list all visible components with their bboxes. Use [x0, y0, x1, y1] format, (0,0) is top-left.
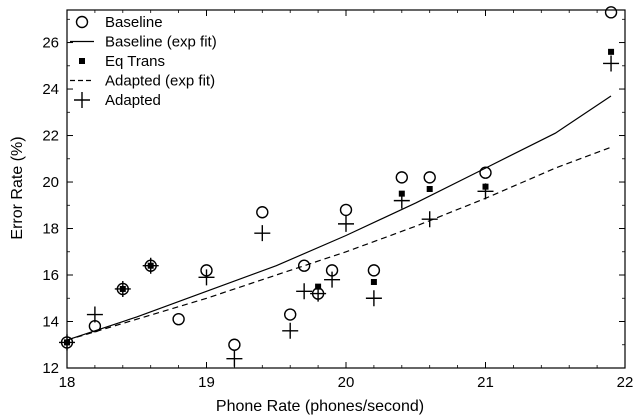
legend-eq-trans-label: Eq Trans	[105, 53, 165, 70]
baseline-point	[325, 264, 339, 277]
baseline-point	[395, 171, 408, 184]
y-axis-label: Error Rate (%)	[9, 136, 26, 239]
y-tick-label: 18	[42, 221, 59, 238]
adapted-point	[86, 306, 103, 323]
y-tick-label: 12	[42, 360, 59, 377]
fit-lines	[66, 95, 612, 341]
y-tick-label: 20	[42, 174, 59, 191]
y-tick-label: 14	[42, 314, 59, 331]
baseline-point	[228, 338, 241, 351]
legend-adapted-symbol	[74, 92, 90, 108]
baseline-point	[116, 282, 130, 296]
adapted-point	[254, 225, 271, 242]
adapted-point	[365, 290, 382, 307]
adapted-point	[338, 215, 354, 232]
baseline-point	[200, 264, 213, 277]
legend-baseline-label: Baseline	[105, 14, 163, 31]
y-tick-label: 26	[42, 35, 59, 52]
eq-trans-point	[370, 278, 377, 285]
x-axis-label: Phone Rate (phones/second)	[216, 398, 424, 415]
axes: 18 19 20 21 22 12 14 16 18 20 22 24 26	[42, 9, 634, 391]
y-tick-label: 22	[42, 128, 59, 145]
legend-baseline-exp-fit-label: Baseline (exp fit)	[105, 34, 217, 51]
baseline-point	[604, 6, 618, 19]
baseline-point	[172, 312, 185, 326]
adapted-point	[198, 269, 215, 286]
adapted-point	[603, 55, 620, 72]
adapted-point	[324, 271, 341, 288]
legend-adapted-label: Adapted	[105, 92, 161, 109]
eq-trans-point	[426, 186, 433, 192]
x-tick-label: 20	[338, 374, 355, 391]
baseline-point	[423, 171, 436, 184]
baseline-point	[339, 203, 353, 217]
adapted-point	[477, 183, 494, 200]
adapted-point	[296, 283, 313, 300]
baseline-point	[479, 166, 492, 179]
baseline-point	[311, 287, 325, 300]
baseline-point	[367, 264, 381, 277]
baseline-point	[297, 259, 311, 272]
adapted-exp-fit-line	[66, 146, 612, 341]
legend-eq-trans-symbol	[79, 58, 85, 64]
baseline-point	[88, 319, 102, 333]
adapted-point	[421, 211, 438, 228]
baseline-point	[256, 206, 269, 219]
adapted-point	[393, 192, 410, 209]
baseline-exp-fit-line	[66, 95, 612, 341]
y-tick-label: 24	[42, 81, 59, 98]
x-tick-label: 22	[617, 374, 634, 391]
baseline-point	[144, 259, 157, 272]
adapted-point	[226, 350, 243, 367]
legend-baseline-symbol	[75, 15, 89, 29]
x-tick-label: 21	[477, 374, 494, 391]
x-tick-label: 19	[198, 374, 215, 391]
x-tick-label: 18	[59, 374, 76, 391]
baseline-point	[284, 308, 297, 321]
legend: Baseline Baseline (exp fit) Eq Trans Adapte…	[70, 14, 217, 109]
y-tick-label: 16	[42, 267, 59, 284]
eq-trans-point	[608, 48, 615, 55]
baseline-point	[60, 336, 74, 349]
legend-adapted-exp-fit-label: Adapted (exp fit)	[105, 73, 215, 90]
data-markers	[59, 6, 620, 367]
adapted-point	[282, 322, 299, 339]
